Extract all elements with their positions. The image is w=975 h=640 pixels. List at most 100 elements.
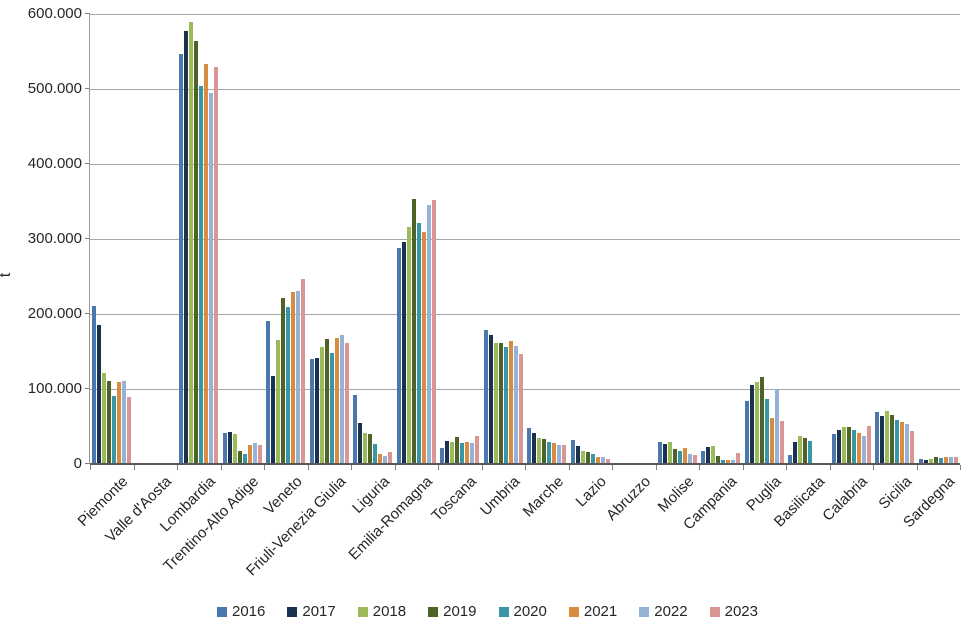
bar <box>314 358 319 464</box>
legend-swatch-icon <box>568 606 579 617</box>
bar <box>943 456 948 464</box>
bar <box>257 445 262 464</box>
bar <box>580 450 585 464</box>
bar <box>875 412 880 464</box>
bar <box>252 443 257 464</box>
x-tick-mark <box>916 465 918 470</box>
bar <box>406 227 411 464</box>
bar <box>948 456 953 464</box>
y-tick-label: 400.000 <box>27 155 82 173</box>
bar <box>692 455 697 464</box>
bar <box>508 341 513 464</box>
bar <box>344 342 349 464</box>
legend-item-2022: 2022 <box>639 603 688 620</box>
x-tick-label: Umbria <box>477 473 524 520</box>
bar <box>373 443 378 464</box>
gridline <box>90 14 960 15</box>
bar <box>363 433 368 464</box>
bar <box>117 381 122 464</box>
x-tick-label: Abruzzo <box>602 473 654 524</box>
bar <box>595 457 600 464</box>
bar <box>890 414 895 464</box>
bar <box>281 297 286 464</box>
y-tick-mark <box>85 163 90 165</box>
bar-group <box>917 14 961 464</box>
x-tick-mark <box>873 465 874 470</box>
bar-group <box>264 14 308 464</box>
bar <box>319 347 324 464</box>
x-tick-label: Marche <box>519 473 567 521</box>
x-tick-mark <box>394 465 396 470</box>
bar <box>383 455 388 464</box>
bar <box>455 437 460 464</box>
bar <box>726 460 731 464</box>
bar <box>488 335 493 464</box>
y-axis-labels: 0 100.000 200.000 300.000 400.000 500.000 600.… <box>0 5 90 472</box>
legend-item-2018: 2018 <box>357 603 407 620</box>
bar <box>788 455 793 464</box>
bar <box>237 451 242 464</box>
bar <box>199 86 204 464</box>
y-tick-mark <box>85 463 90 464</box>
bar <box>803 437 808 464</box>
x-tick-mark <box>960 465 961 470</box>
bar <box>769 418 774 464</box>
x-tick-mark <box>438 465 439 470</box>
bar <box>895 419 900 464</box>
bar <box>562 445 567 464</box>
bar <box>411 198 416 464</box>
bar <box>465 442 470 464</box>
bar <box>396 248 401 464</box>
x-tick-mark <box>90 465 91 470</box>
bar-group <box>308 14 352 464</box>
bar <box>836 430 841 464</box>
legend-label: 2017 <box>302 603 336 620</box>
legend-swatch-icon <box>709 606 720 617</box>
bar <box>754 382 759 464</box>
bar <box>401 242 406 464</box>
bar <box>918 458 923 464</box>
legend-item-2016: 2016 <box>217 603 265 620</box>
bar <box>324 338 329 464</box>
x-tick-mark <box>351 465 352 470</box>
bar <box>731 460 736 464</box>
x-tick-mark <box>525 465 526 470</box>
bar-groups <box>90 14 960 464</box>
x-tick-mark <box>699 465 700 470</box>
y-tick-mark <box>85 88 90 89</box>
bar <box>329 353 334 464</box>
bar <box>368 434 373 464</box>
y-tick-label: 0 <box>73 455 82 472</box>
x-tick-mark <box>481 465 483 470</box>
bar <box>242 453 247 464</box>
y-tick-mark <box>85 388 90 390</box>
bar <box>851 429 856 464</box>
bar <box>271 376 276 464</box>
legend-label: 2018 <box>372 603 407 620</box>
bar <box>711 446 716 464</box>
bar <box>127 396 132 464</box>
bar <box>527 428 532 464</box>
bar-group <box>873 14 917 464</box>
x-tick-mark <box>829 465 831 470</box>
legend-swatch-icon <box>639 606 650 617</box>
plot-area <box>89 14 960 465</box>
bar <box>194 41 199 464</box>
bar <box>667 442 672 464</box>
bar <box>537 437 542 464</box>
bar-group <box>830 14 874 464</box>
bar <box>440 447 445 464</box>
bar <box>585 452 590 464</box>
bar <box>122 380 127 464</box>
bar <box>716 455 721 464</box>
bar <box>687 454 692 464</box>
bar <box>107 380 112 464</box>
x-axis-line <box>90 463 960 465</box>
bar <box>923 459 928 464</box>
y-tick-label: 100.000 <box>27 380 82 398</box>
bar <box>866 425 871 464</box>
bar <box>682 448 687 464</box>
bar <box>905 424 910 464</box>
bar <box>605 458 610 464</box>
bar <box>421 232 426 464</box>
